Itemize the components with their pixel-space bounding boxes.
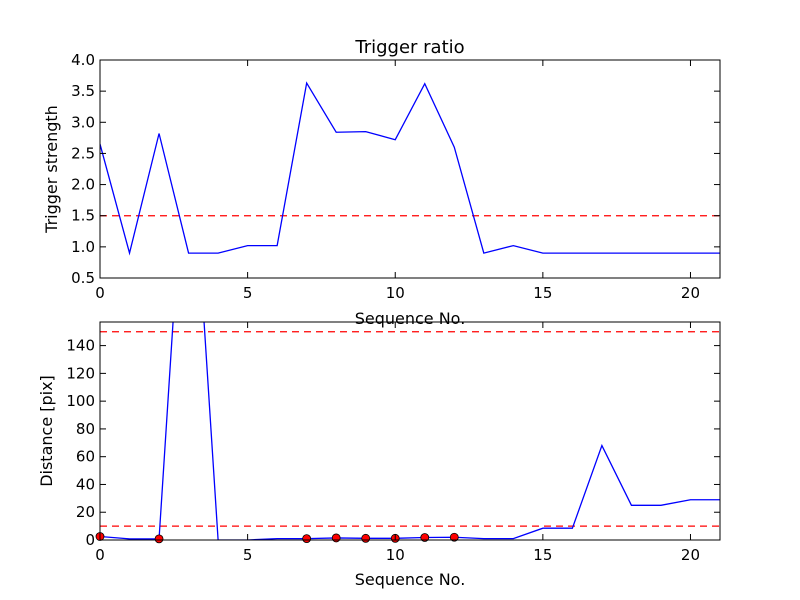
x-axis-ticks: 0 5 10 15 20 <box>95 322 700 564</box>
y-axis-ticks: 0 20 40 60 80 100 120 140 <box>66 337 720 549</box>
series-line <box>100 81 720 256</box>
plot-frame <box>99 321 721 541</box>
plot-frame <box>99 59 721 279</box>
x-tick-label: 5 <box>243 284 253 302</box>
y-tick-label: 2.0 <box>71 176 95 194</box>
y-tick-label: 1.0 <box>71 238 95 256</box>
y-axis-ticks: 0.5 1.0 1.5 2.0 2.5 3.0 3.5 4.0 <box>71 51 720 287</box>
y-tick-label: 3.5 <box>71 82 95 100</box>
x-tick-label: 15 <box>533 546 552 564</box>
x-tick-label: 20 <box>681 546 700 564</box>
x-axis-ticks: 0 5 10 15 20 <box>95 60 700 302</box>
data-point-marker <box>331 533 341 543</box>
threshold-lines <box>100 331 720 527</box>
y-tick-label: 0 <box>85 531 95 549</box>
y-tick-label: 80 <box>76 420 95 438</box>
x-tick-label: 5 <box>243 546 253 564</box>
y-axis-label: Distance [pix] <box>37 375 56 487</box>
data-point-marker <box>302 534 312 544</box>
y-tick-label: 120 <box>66 364 95 382</box>
data-series <box>100 322 720 540</box>
y-tick-label: 20 <box>76 503 95 521</box>
y-tick-label: 40 <box>76 475 95 493</box>
y-axis-label: Trigger strength <box>42 105 61 234</box>
distance-subplot: 0 5 10 15 20 0 20 40 60 80 100 120 140 Sequence No.… <box>37 321 721 589</box>
y-tick-label: 4.0 <box>71 51 95 69</box>
data-series <box>100 81 720 256</box>
data-point-marker <box>361 533 371 543</box>
series-line <box>100 322 720 540</box>
x-tick-label: 10 <box>386 546 405 564</box>
chart-title: Trigger ratio <box>354 37 464 58</box>
x-tick-label: 0 <box>95 284 105 302</box>
x-axis-label: Sequence No. <box>355 570 466 589</box>
y-tick-label: 0.5 <box>71 269 95 287</box>
x-tick-label: 0 <box>95 546 105 564</box>
x-tick-label: 15 <box>533 284 552 302</box>
data-point-marker <box>154 534 164 544</box>
data-point-marker <box>449 532 459 542</box>
x-tick-label: 10 <box>386 284 405 302</box>
y-tick-label: 1.5 <box>71 207 95 225</box>
x-axis-label: Sequence No. <box>355 309 466 328</box>
y-tick-label: 140 <box>66 337 95 355</box>
trigger-ratio-subplot: Trigger ratio 0 5 10 15 20 0.5 1.0 1.5 2.0 2.5 3.… <box>42 37 721 328</box>
x-tick-label: 20 <box>681 284 700 302</box>
y-tick-label: 2.5 <box>71 144 95 162</box>
y-tick-label: 3.0 <box>71 113 95 131</box>
y-tick-label: 60 <box>76 448 95 466</box>
y-tick-label: 100 <box>66 392 95 410</box>
